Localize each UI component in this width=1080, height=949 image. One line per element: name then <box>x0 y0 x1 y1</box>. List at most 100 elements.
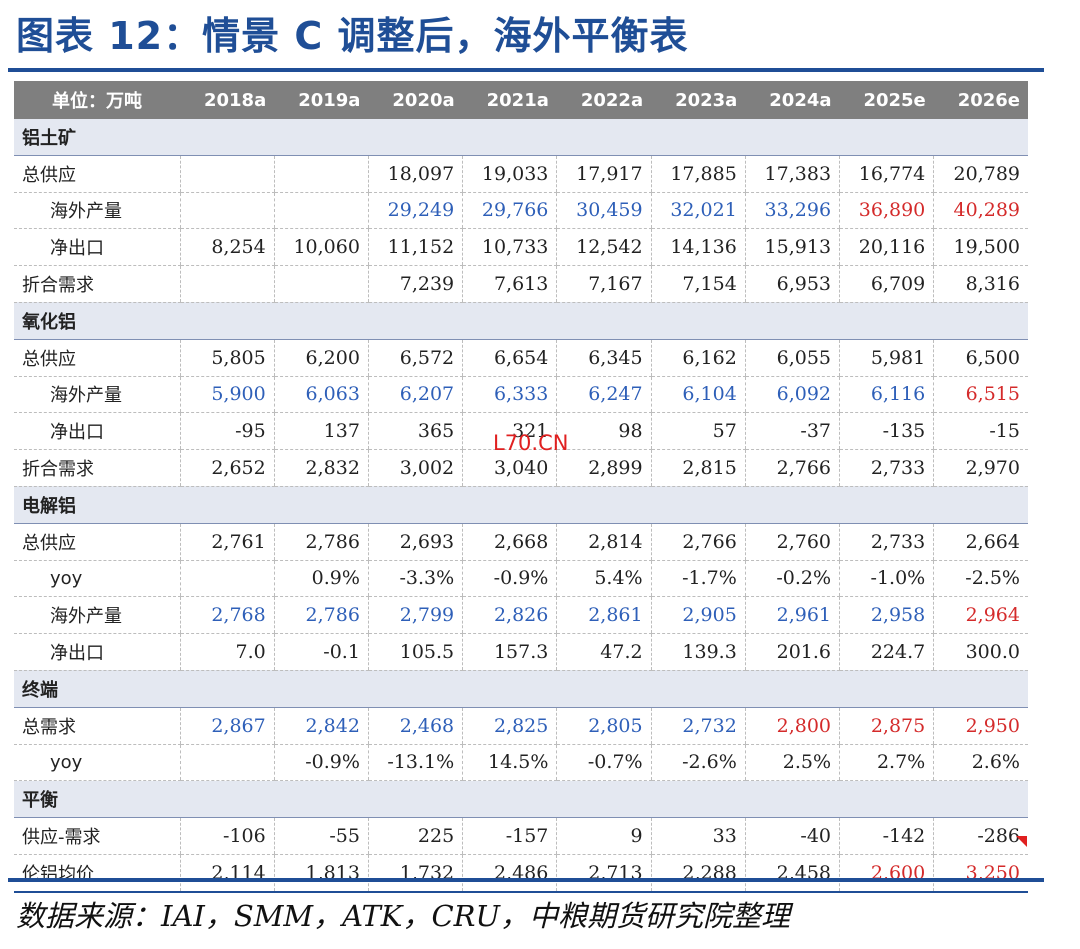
value-cell: 33,296 <box>744 192 840 230</box>
value-cell: 5,981 <box>839 339 934 377</box>
value-cell: 16,774 <box>839 155 934 193</box>
value-cell: 7,239 <box>367 265 463 303</box>
value-cell: 57 <box>650 412 746 451</box>
balance-table: 单位：万吨 2018a 2019a 2020a 2021a 2022a 2023… <box>14 81 1028 893</box>
value-cell <box>179 192 275 230</box>
value-cell: -142 <box>839 817 934 855</box>
value-cell: 6,063 <box>273 376 369 414</box>
value-cell: 19,033 <box>462 155 557 193</box>
table-row: 总供应 5,805 6,200 6,572 6,654 6,345 6,162 6,055 5,… <box>14 339 1028 377</box>
value-cell: 3,040 <box>462 449 557 487</box>
value-cell: 14,136 <box>650 228 746 267</box>
row-label: 海外产量 <box>14 192 180 230</box>
value-cell: 6,515 <box>933 376 1028 414</box>
value-cell: 2,805 <box>556 707 652 745</box>
value-cell <box>179 155 275 193</box>
value-cell <box>273 192 369 230</box>
section-row: 电解铝 <box>14 486 1028 524</box>
header-cell: 2025e <box>839 81 934 119</box>
value-cell: 2,458 <box>744 854 840 893</box>
value-cell: 6,200 <box>273 339 369 377</box>
row-label: 海外产量 <box>14 376 180 414</box>
value-cell: 14.5% <box>462 744 557 782</box>
row-label: 总供应 <box>14 523 180 561</box>
value-cell: 2,814 <box>556 523 652 561</box>
section-label: 氧化铝 <box>14 302 1028 340</box>
value-cell: 201.6 <box>744 633 840 671</box>
table-row: yoy 0.9% -3.3% -0.9% 5.4% -1.7% -0.2% -1.0% -2.5… <box>14 560 1028 598</box>
row-label: 供应-需求 <box>14 817 180 855</box>
header-cell: 2018a <box>180 81 275 119</box>
value-cell: 6,247 <box>556 376 652 414</box>
value-cell: 2,867 <box>179 707 275 745</box>
row-label: yoy <box>14 560 180 598</box>
value-cell: 3,250 <box>933 854 1028 893</box>
value-cell: 9 <box>556 817 652 855</box>
table-row: 海外产量 2,768 2,786 2,799 2,826 2,861 2,905 2,961 2… <box>14 596 1028 635</box>
table-row: 总需求 2,867 2,842 2,468 2,825 2,805 2,732 2,800 2,… <box>14 707 1028 745</box>
header-cell: 单位：万吨 <box>14 81 180 119</box>
value-cell: 2,961 <box>744 596 840 635</box>
value-cell: 18,097 <box>367 155 463 193</box>
value-cell: 2,899 <box>556 449 652 487</box>
row-label: 海外产量 <box>14 596 180 635</box>
value-cell: -0.9% <box>462 560 557 598</box>
value-cell: 6,572 <box>367 339 463 377</box>
value-cell: 30,459 <box>556 192 652 230</box>
value-cell: 2,861 <box>556 596 652 635</box>
value-cell: 2,964 <box>933 596 1028 635</box>
value-cell: 2,768 <box>179 596 275 635</box>
value-cell: -1.7% <box>650 560 746 598</box>
value-cell: 2,664 <box>933 523 1028 561</box>
value-cell: 1,813 <box>273 854 369 893</box>
header-cell: 2020a <box>368 81 463 119</box>
value-cell: 224.7 <box>839 633 934 671</box>
table-row: 供应-需求 -106 -55 225 -157 9 33 -40 -142 -286 <box>14 817 1028 855</box>
value-cell: 157.3 <box>462 633 557 671</box>
section-row: 氧化铝 <box>14 302 1028 340</box>
value-cell: 29,249 <box>367 192 463 230</box>
value-cell: -95 <box>179 412 275 451</box>
table-row: 净出口 -95 137 365 321 98 57 -37 -135 -15 <box>14 412 1028 451</box>
value-cell: 2,786 <box>273 523 369 561</box>
value-cell: -0.9% <box>273 744 369 782</box>
value-cell: 2,786 <box>273 596 369 635</box>
table-body: 铝土矿 总供应 18,097 19,033 17,917 17,885 17,383 16,7… <box>14 119 1028 893</box>
value-cell: 5,900 <box>179 376 275 414</box>
row-label: 总供应 <box>14 339 180 377</box>
value-cell: -15 <box>933 412 1028 451</box>
value-cell: 2,842 <box>273 707 369 745</box>
value-cell: 2,713 <box>556 854 652 893</box>
value-cell: 6,333 <box>462 376 557 414</box>
value-cell: 139.3 <box>650 633 746 671</box>
row-label: 净出口 <box>14 633 180 671</box>
corner-flag-marker <box>1016 836 1027 847</box>
watermark: L70.CN <box>493 431 569 455</box>
value-cell: -135 <box>839 412 934 451</box>
source-note: 数据来源：IAI，SMM，ATK，CRU，中粮期货研究院整理 <box>16 899 790 933</box>
value-cell: 321 <box>462 412 557 451</box>
value-cell: 2,825 <box>462 707 557 745</box>
value-cell: 11,152 <box>367 228 463 267</box>
value-cell: 2,832 <box>273 449 369 487</box>
value-cell: 6,162 <box>650 339 746 377</box>
value-cell: 6,207 <box>367 376 463 414</box>
value-cell: 2.6% <box>933 744 1028 782</box>
value-cell: 7,613 <box>462 265 557 303</box>
value-cell: 6,654 <box>462 339 557 377</box>
section-label: 铝土矿 <box>14 119 1028 156</box>
value-cell: 6,500 <box>933 339 1028 377</box>
value-cell: 2,958 <box>839 596 934 635</box>
value-cell: 33 <box>650 817 746 855</box>
section-row: 平衡 <box>14 780 1028 819</box>
value-cell: 0.9% <box>273 560 369 598</box>
value-cell: 2,950 <box>933 707 1028 745</box>
table-row: 伦铝均价 2,114 1,813 1,732 2,486 2,713 2,288 2,458 2… <box>14 854 1028 893</box>
row-label: 净出口 <box>14 228 180 267</box>
value-cell: -55 <box>273 817 369 855</box>
value-cell: 2,486 <box>462 854 557 893</box>
value-cell: 7,154 <box>650 265 746 303</box>
value-cell: 7.0 <box>179 633 275 671</box>
table-row: 海外产量 29,249 29,766 30,459 32,021 33,296 36,890… <box>14 192 1028 230</box>
value-cell: 2,732 <box>650 707 746 745</box>
